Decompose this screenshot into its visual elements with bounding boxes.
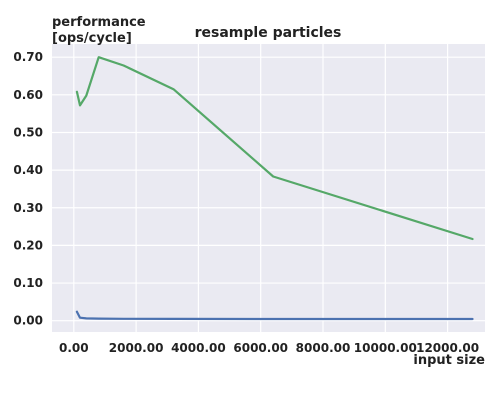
y-tick-label: 0.00 — [13, 314, 43, 328]
x-tick-label: 12000.00 — [416, 341, 479, 355]
y-tick-label: 0.40 — [13, 163, 43, 177]
y-tick-label: 0.30 — [13, 201, 43, 215]
y-tick-label: 0.20 — [13, 238, 43, 252]
x-tick-labels: 0.00 2000.00 4000.00 6000.00 8000.00 10000.00… — [59, 341, 479, 355]
grid — [52, 44, 485, 332]
x-axis-label: input size — [413, 353, 485, 368]
plot-area — [52, 44, 485, 332]
x-tick-label: 4000.00 — [171, 341, 226, 355]
x-tick-label: 2000.00 — [109, 341, 164, 355]
chart-title: resample particles — [195, 25, 342, 41]
y-tick-label: 0.10 — [13, 276, 43, 290]
y-axis-label-line-2: [ops/cycle] — [52, 31, 132, 46]
x-tick-label: 0.00 — [59, 341, 89, 355]
y-tick-labels: 0.00 0.10 0.20 0.30 0.40 0.50 0.60 0.70 — [13, 50, 43, 328]
series-line-1 — [75, 56, 474, 241]
series-line-0 — [75, 310, 474, 321]
y-axis-label-line-1: performance — [52, 15, 146, 30]
y-tick-label: 0.50 — [13, 125, 43, 139]
x-tick-label: 10000.00 — [354, 341, 417, 355]
series-lines — [75, 56, 474, 321]
y-tick-label: 0.70 — [13, 50, 43, 64]
x-tick-label: 8000.00 — [296, 341, 351, 355]
y-tick-label: 0.60 — [13, 88, 43, 102]
x-tick-label: 6000.00 — [233, 341, 288, 355]
